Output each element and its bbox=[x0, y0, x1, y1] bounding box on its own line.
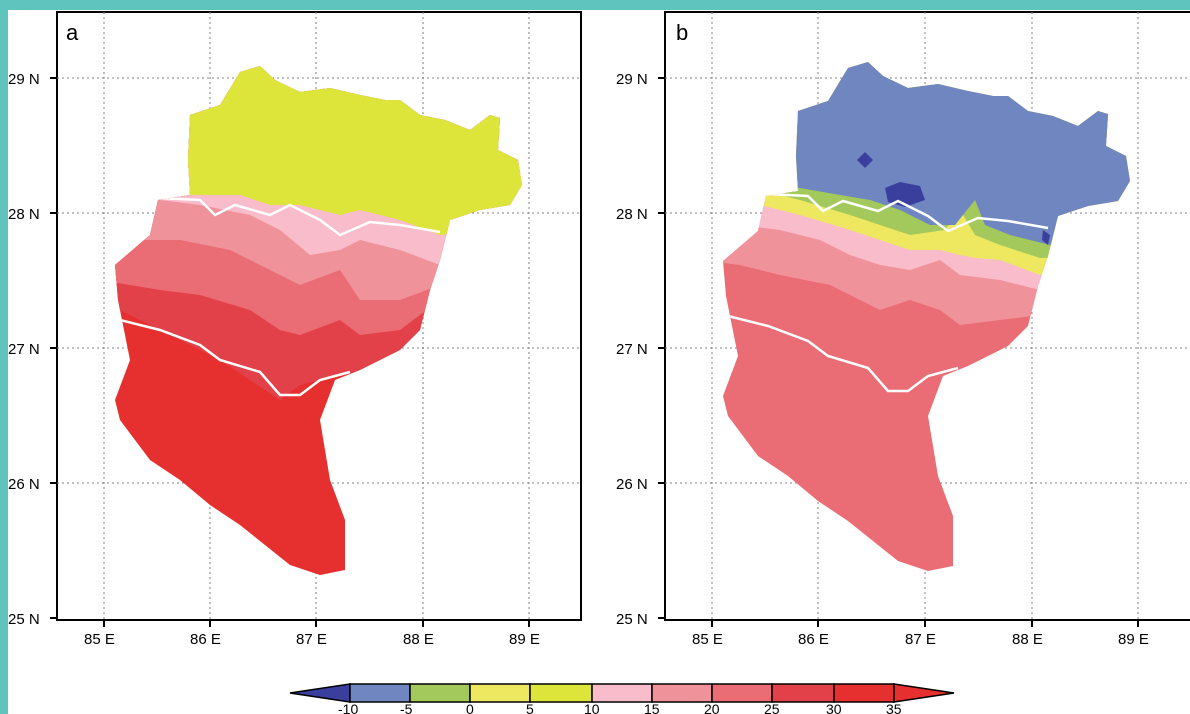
panel-a-lat-26: 26 N bbox=[8, 476, 40, 493]
colorbar-bin bbox=[349, 683, 411, 703]
colorbar-label: 0 bbox=[466, 701, 474, 714]
top-border bbox=[0, 0, 1190, 10]
panel-b-lat-28: 28 N bbox=[616, 206, 648, 223]
colorbar-bin bbox=[771, 683, 835, 703]
colorbar-label: 15 bbox=[644, 701, 660, 714]
colorbar-bin bbox=[711, 683, 773, 703]
panel-b-ticks bbox=[658, 77, 1139, 627]
panel-a-boundaries bbox=[119, 196, 441, 397]
panel-a: a 29 N 28 N 27 N 26 N 25 N 85 E 86 E 87 … bbox=[8, 11, 582, 648]
panel-b-lat-26: 26 N bbox=[616, 476, 648, 493]
panel-a-ticks bbox=[50, 77, 530, 627]
colorbar-label: -5 bbox=[400, 701, 413, 714]
panel-b-lon-89: 89 E bbox=[1118, 631, 1149, 648]
panel-a-lon-86: 86 E bbox=[190, 631, 221, 648]
colorbar-label: 5 bbox=[526, 701, 534, 714]
colorbar-bin bbox=[409, 683, 471, 703]
colorbar-label: 25 bbox=[764, 701, 780, 714]
panel-a-lat-29: 29 N bbox=[8, 71, 40, 88]
panel-a-lat-28: 28 N bbox=[8, 206, 40, 223]
colorbar-label: 35 bbox=[886, 701, 902, 714]
colorbar-bin bbox=[529, 683, 593, 703]
panel-b: b 29 N 28 N 27 N 26 N 25 N 85 E 86 E 87 … bbox=[616, 11, 1190, 648]
left-border bbox=[0, 0, 8, 714]
colorbar-label: -10 bbox=[338, 701, 358, 714]
panel-b-lon-88: 88 E bbox=[1012, 631, 1043, 648]
colorbar-label: 10 bbox=[584, 701, 600, 714]
colorbar-low-arrow bbox=[289, 683, 351, 703]
panel-a-lat-25: 25 N bbox=[8, 611, 40, 628]
panel-a-lon-88: 88 E bbox=[403, 631, 434, 648]
colorbar: -10 -5 0 5 10 15 20 25 30 35 bbox=[289, 683, 955, 714]
panel-b-lat-29: 29 N bbox=[616, 71, 648, 88]
panel-a-lon-85: 85 E bbox=[84, 631, 115, 648]
panel-b-lon-86: 86 E bbox=[798, 631, 829, 648]
colorbar-bin bbox=[651, 683, 713, 703]
colorbar-label: 20 bbox=[704, 701, 720, 714]
panel-b-lon-85: 85 E bbox=[692, 631, 723, 648]
panel-b-lat-25: 25 N bbox=[616, 611, 648, 628]
panel-b-label: b bbox=[676, 20, 688, 45]
panel-b-lat-27: 27 N bbox=[616, 341, 648, 358]
panel-b-boundaries bbox=[727, 192, 1049, 393]
panel-a-lon-89: 89 E bbox=[509, 631, 540, 648]
colorbar-bin bbox=[469, 683, 531, 703]
colorbar-bin bbox=[833, 683, 895, 703]
panel-a-lat-27: 27 N bbox=[8, 341, 40, 358]
panel-a-lon-87: 87 E bbox=[296, 631, 327, 648]
colorbar-label: 30 bbox=[826, 701, 842, 714]
colorbar-high-arrow bbox=[893, 683, 955, 703]
panel-b-lon-87: 87 E bbox=[905, 631, 936, 648]
panel-a-label: a bbox=[66, 20, 79, 45]
colorbar-bin bbox=[591, 683, 653, 703]
